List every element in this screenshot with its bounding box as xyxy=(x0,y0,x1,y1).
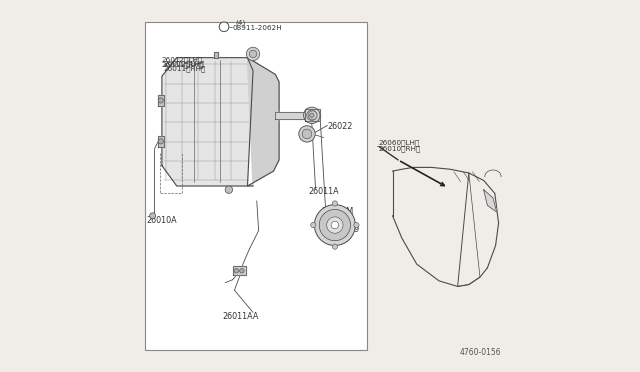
Circle shape xyxy=(307,110,317,121)
Text: 26010A: 26010A xyxy=(146,216,177,225)
Circle shape xyxy=(308,111,317,120)
Circle shape xyxy=(303,107,320,124)
Circle shape xyxy=(234,269,239,273)
Text: 26011AA: 26011AA xyxy=(223,312,259,321)
Circle shape xyxy=(299,126,315,142)
Polygon shape xyxy=(484,190,497,212)
Text: 26011A: 26011A xyxy=(308,187,339,196)
Polygon shape xyxy=(158,95,164,106)
Polygon shape xyxy=(158,136,164,147)
Text: 26012（LH）: 26012（LH） xyxy=(162,56,204,63)
Circle shape xyxy=(250,50,257,58)
Text: 4760-0156: 4760-0156 xyxy=(460,348,501,357)
Circle shape xyxy=(354,222,359,228)
Circle shape xyxy=(239,269,244,273)
Circle shape xyxy=(310,113,314,118)
Circle shape xyxy=(331,221,339,229)
Circle shape xyxy=(332,244,337,249)
Text: 26012（LH）: 26012（LH） xyxy=(164,60,205,67)
Bar xyxy=(145,22,367,350)
Text: 26010（RH）: 26010（RH） xyxy=(378,145,420,152)
Circle shape xyxy=(332,201,337,206)
Polygon shape xyxy=(305,109,320,121)
Circle shape xyxy=(150,213,156,219)
Circle shape xyxy=(225,186,232,193)
Text: (4): (4) xyxy=(235,19,245,26)
Text: 26060（LH）: 26060（LH） xyxy=(378,140,420,146)
Polygon shape xyxy=(232,266,246,275)
Polygon shape xyxy=(214,52,218,58)
Polygon shape xyxy=(248,58,279,186)
Circle shape xyxy=(302,129,312,139)
Text: N: N xyxy=(221,24,227,30)
Circle shape xyxy=(158,98,163,103)
Text: 26029M: 26029M xyxy=(322,207,354,216)
Circle shape xyxy=(310,222,316,228)
Circle shape xyxy=(314,205,355,246)
Text: 08911-2062H: 08911-2062H xyxy=(232,25,282,31)
Polygon shape xyxy=(162,58,253,186)
Polygon shape xyxy=(275,112,305,119)
Text: 26022: 26022 xyxy=(328,122,353,131)
Circle shape xyxy=(246,47,260,61)
Text: 26011（RH）: 26011（RH） xyxy=(162,62,204,68)
Circle shape xyxy=(319,209,351,241)
Circle shape xyxy=(158,139,163,144)
Circle shape xyxy=(326,217,343,233)
Text: 26011（RH）: 26011（RH） xyxy=(164,65,206,72)
Text: 26339: 26339 xyxy=(334,225,360,234)
Circle shape xyxy=(219,22,229,32)
